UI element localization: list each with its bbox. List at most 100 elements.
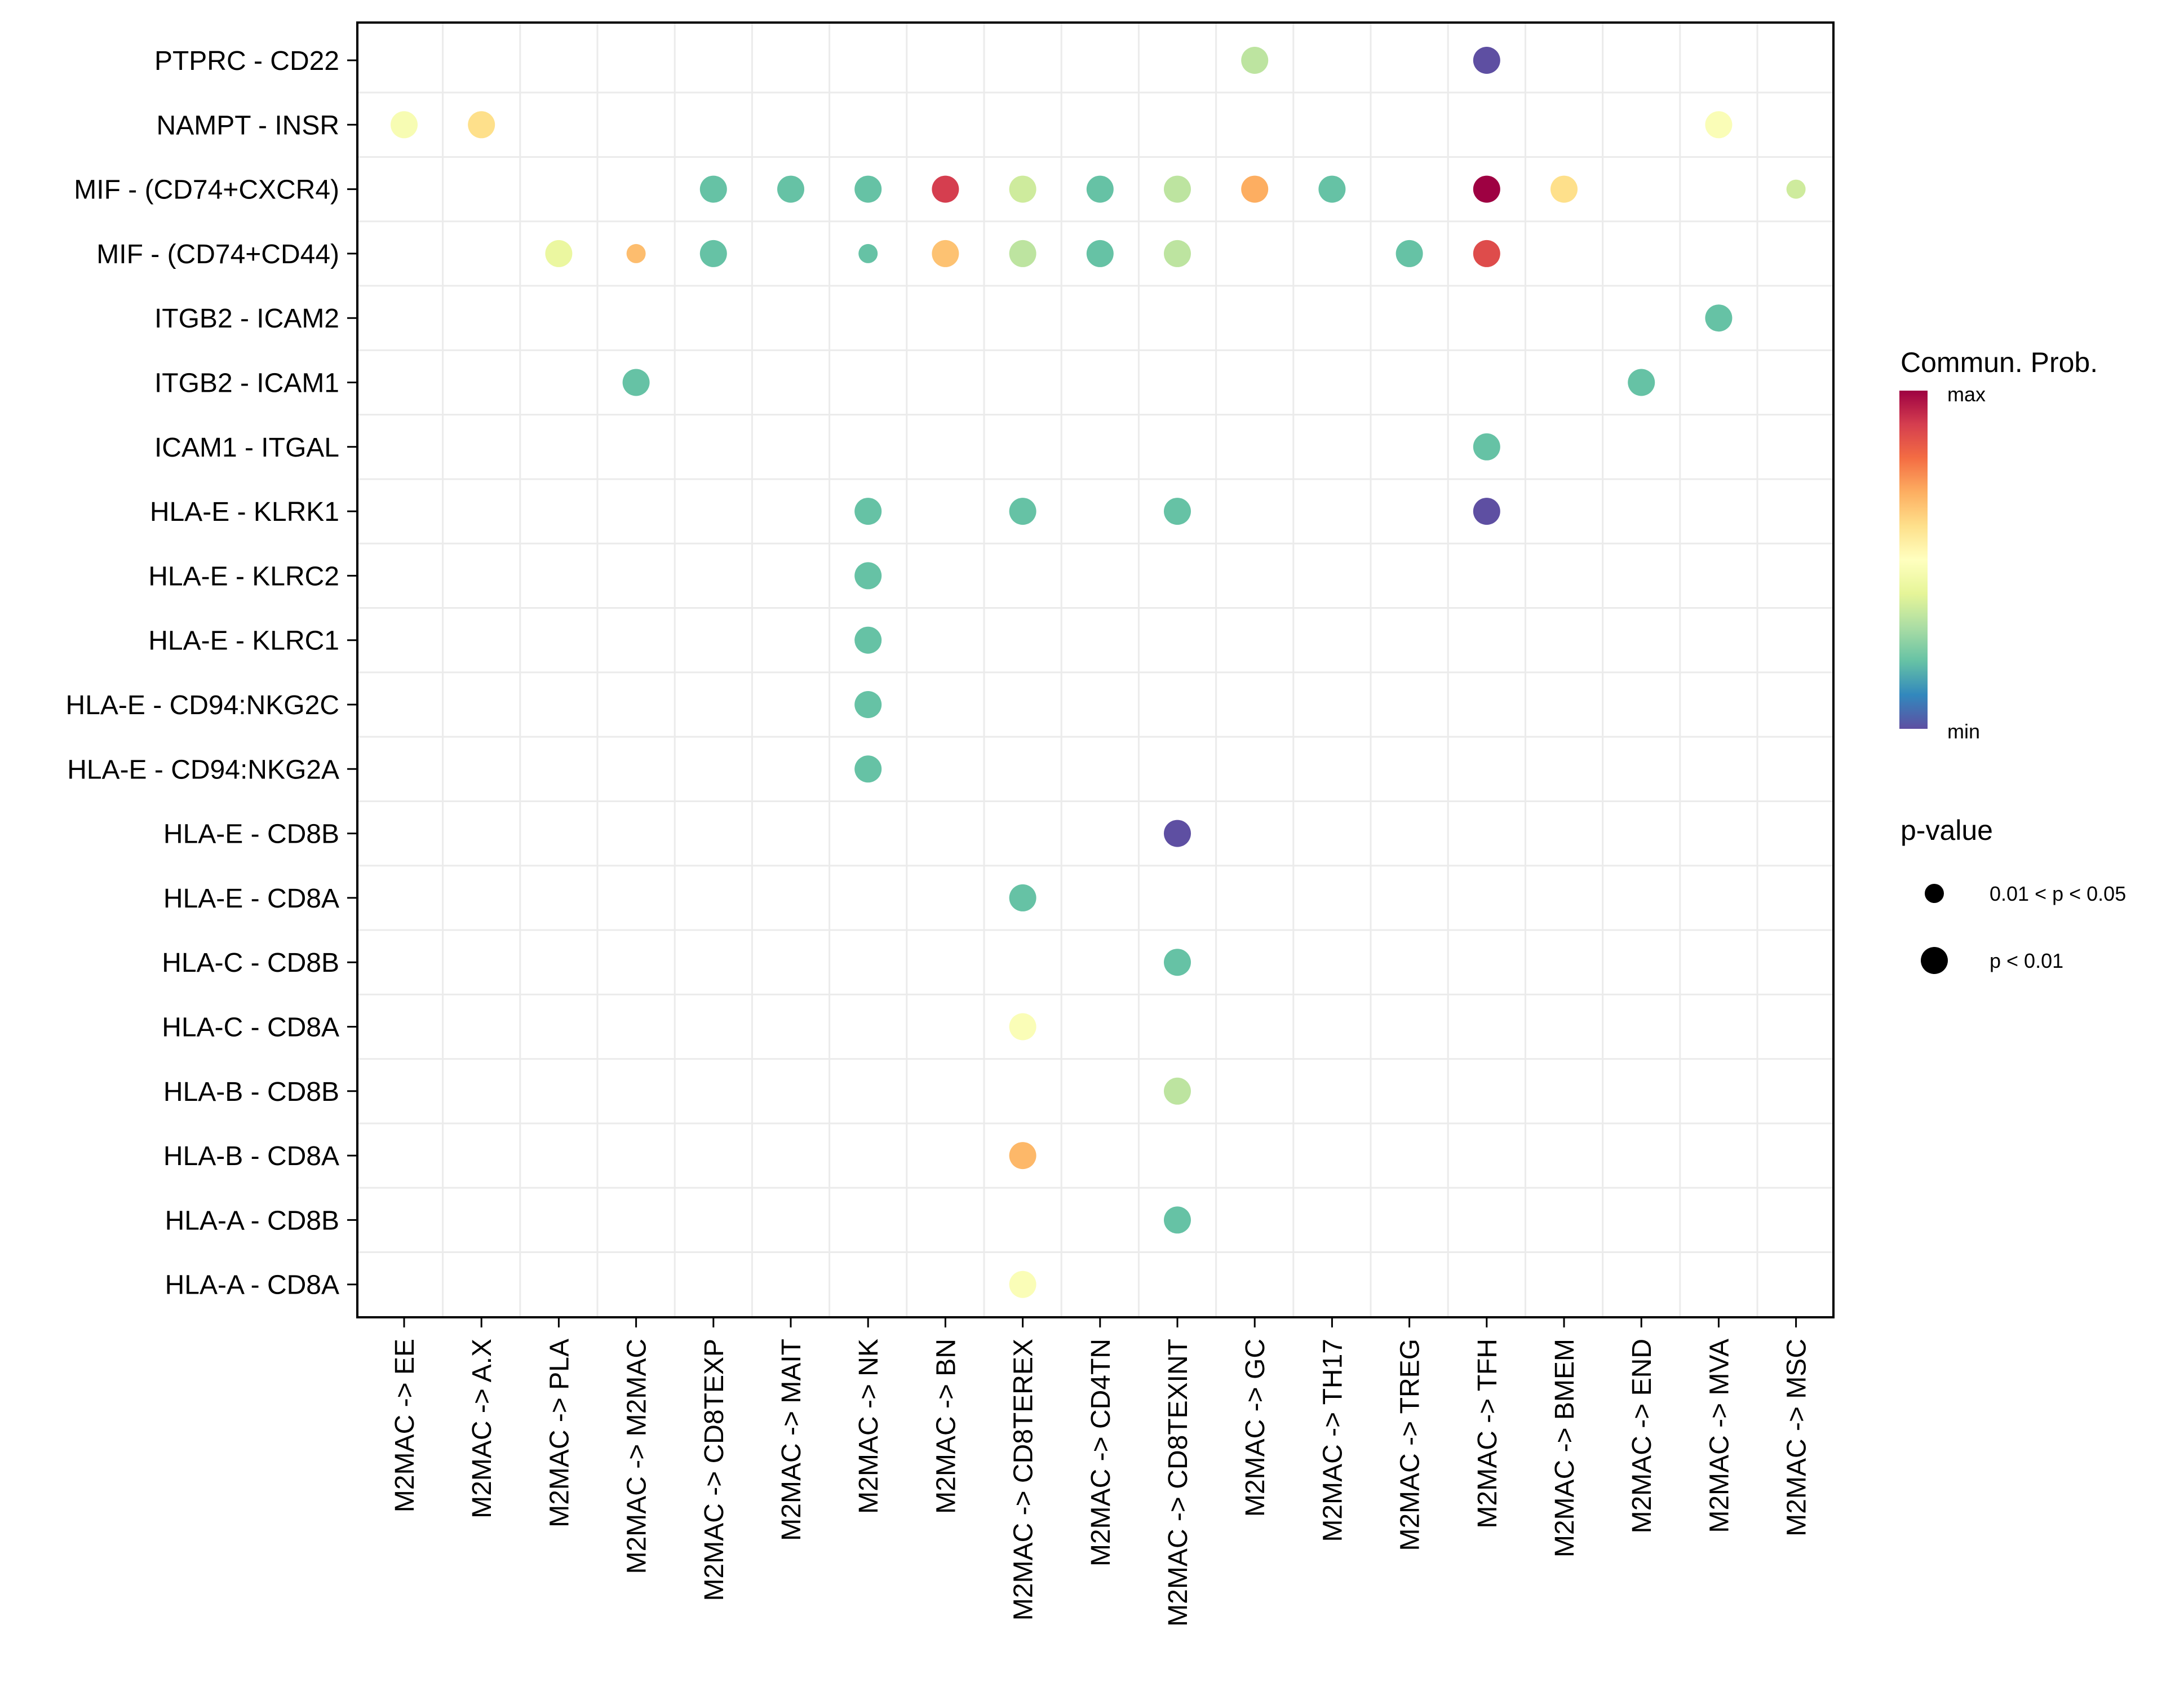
x-tick-label: M2MAC -> TFH bbox=[1473, 1339, 1503, 1528]
data-points bbox=[391, 47, 1806, 1298]
data-point bbox=[1009, 1142, 1036, 1170]
x-tick-label: M2MAC -> M2MAC bbox=[622, 1339, 652, 1574]
x-axis: M2MAC -> EE M2MAC -> A.X M2MAC -> PLA M2MAC… bbox=[390, 1317, 1812, 1627]
data-point bbox=[932, 240, 959, 267]
colorbar bbox=[1899, 391, 1928, 729]
y-tick-label: HLA-E - KLRK1 bbox=[150, 497, 339, 527]
data-point bbox=[1550, 175, 1578, 203]
y-tick-label: PTPRC - CD22 bbox=[154, 46, 339, 76]
x-tick-label: M2MAC -> MAIT bbox=[777, 1339, 807, 1541]
data-point bbox=[699, 240, 727, 267]
data-point bbox=[1164, 175, 1191, 203]
x-tick-label: M2MAC -> CD8TEREX bbox=[1009, 1339, 1039, 1621]
x-tick-label: M2MAC -> MVA bbox=[1704, 1339, 1734, 1533]
y-tick-label: ITGB2 - ICAM2 bbox=[154, 304, 339, 334]
data-point bbox=[1473, 47, 1500, 74]
y-tick-label: NAMPT - INSR bbox=[157, 110, 339, 140]
data-point bbox=[1009, 498, 1036, 525]
y-tick-label: HLA-B - CD8A bbox=[163, 1141, 339, 1171]
data-point bbox=[626, 244, 646, 263]
y-tick-label: HLA-E - KLRC1 bbox=[148, 626, 339, 656]
x-tick-label: M2MAC -> BMEM bbox=[1550, 1339, 1580, 1557]
data-point bbox=[622, 369, 650, 396]
data-point bbox=[854, 175, 882, 203]
y-tick-label: HLA-E - CD94:NKG2C bbox=[66, 690, 339, 720]
data-point bbox=[1473, 240, 1500, 267]
y-tick-label: HLA-E - KLRC2 bbox=[148, 561, 339, 591]
y-tick-label: HLA-E - CD8A bbox=[163, 884, 339, 914]
x-tick-label: M2MAC -> CD8TEXP bbox=[699, 1339, 729, 1601]
size-legend: p-value 0.01 < p < 0.05 p < 0.01 bbox=[1901, 814, 2126, 974]
data-point bbox=[1009, 240, 1036, 267]
data-point bbox=[854, 562, 882, 590]
color-legend-title: Commun. Prob. bbox=[1901, 347, 2098, 378]
data-point bbox=[1086, 240, 1114, 267]
size-legend-key-large bbox=[1921, 947, 1948, 974]
data-point bbox=[854, 498, 882, 525]
x-tick-label: M2MAC -> A.X bbox=[467, 1339, 497, 1519]
y-tick-label: HLA-B - CD8B bbox=[163, 1077, 339, 1107]
data-point bbox=[1009, 884, 1036, 911]
x-tick-label: M2MAC -> END bbox=[1627, 1339, 1657, 1533]
y-tick-label: MIF - (CD74+CD44) bbox=[96, 240, 339, 269]
data-point bbox=[1086, 175, 1114, 203]
data-point bbox=[1164, 820, 1191, 847]
data-point bbox=[858, 244, 878, 263]
data-point bbox=[1473, 175, 1500, 203]
data-point bbox=[1164, 1077, 1191, 1105]
data-point bbox=[1318, 175, 1346, 203]
data-point bbox=[1009, 175, 1036, 203]
data-point bbox=[1164, 498, 1191, 525]
size-legend-title: p-value bbox=[1901, 814, 1993, 846]
data-point bbox=[1473, 433, 1500, 461]
x-tick-label: M2MAC -> TREG bbox=[1396, 1339, 1425, 1551]
data-point bbox=[777, 175, 804, 203]
x-tick-label: M2MAC -> MSC bbox=[1782, 1339, 1812, 1537]
data-point bbox=[1396, 240, 1423, 267]
x-tick-label: M2MAC -> BN bbox=[931, 1339, 961, 1514]
data-point bbox=[854, 755, 882, 783]
data-point bbox=[1241, 47, 1269, 74]
data-point bbox=[1009, 1271, 1036, 1298]
colorbar-min-label: min bbox=[1947, 720, 1980, 743]
data-point bbox=[854, 691, 882, 718]
data-point bbox=[1164, 1206, 1191, 1234]
x-tick-label: M2MAC -> TH17 bbox=[1318, 1339, 1348, 1542]
size-legend-key-small bbox=[1925, 884, 1944, 903]
x-tick-label: M2MAC -> CD8TEXINT bbox=[1163, 1339, 1193, 1627]
data-point bbox=[1628, 369, 1655, 396]
data-point bbox=[1705, 304, 1733, 332]
y-tick-label: HLA-C - CD8B bbox=[162, 948, 339, 978]
x-tick-label: M2MAC -> GC bbox=[1241, 1339, 1270, 1517]
data-point bbox=[699, 175, 727, 203]
colorbar-max-label: max bbox=[1947, 383, 1986, 406]
size-legend-label-small: 0.01 < p < 0.05 bbox=[1990, 882, 2126, 905]
grid-lines bbox=[357, 23, 1833, 1317]
x-tick-label: M2MAC -> NK bbox=[854, 1339, 884, 1514]
x-tick-label: M2MAC -> PLA bbox=[544, 1339, 574, 1528]
data-point bbox=[1705, 111, 1733, 139]
y-tick-label: HLA-A - CD8A bbox=[165, 1271, 339, 1300]
y-tick-label: ICAM1 - ITGAL bbox=[154, 433, 339, 463]
x-tick-label: M2MAC -> CD4TN bbox=[1086, 1339, 1116, 1566]
y-tick-label: MIF - (CD74+CXCR4) bbox=[74, 175, 339, 205]
data-point bbox=[545, 240, 573, 267]
y-tick-label: HLA-E - CD94:NKG2A bbox=[67, 755, 339, 785]
y-tick-label: HLA-E - CD8B bbox=[163, 820, 339, 849]
data-point bbox=[1241, 175, 1269, 203]
data-point bbox=[391, 111, 418, 139]
y-tick-label: HLA-A - CD8B bbox=[165, 1206, 339, 1236]
y-tick-label: ITGB2 - ICAM1 bbox=[154, 369, 339, 399]
data-point bbox=[1786, 179, 1806, 199]
data-point bbox=[932, 175, 959, 203]
data-point bbox=[1473, 498, 1500, 525]
y-axis: PTPRC - CD22 NAMPT - INSR MIF - (CD74+CXCR… bbox=[66, 46, 357, 1300]
x-tick-label: M2MAC -> EE bbox=[390, 1339, 420, 1512]
size-legend-label-large: p < 0.01 bbox=[1990, 949, 2063, 972]
data-point bbox=[1164, 240, 1191, 267]
y-tick-label: HLA-C - CD8A bbox=[162, 1013, 339, 1043]
data-point bbox=[1164, 949, 1191, 976]
data-point bbox=[1009, 1013, 1036, 1041]
